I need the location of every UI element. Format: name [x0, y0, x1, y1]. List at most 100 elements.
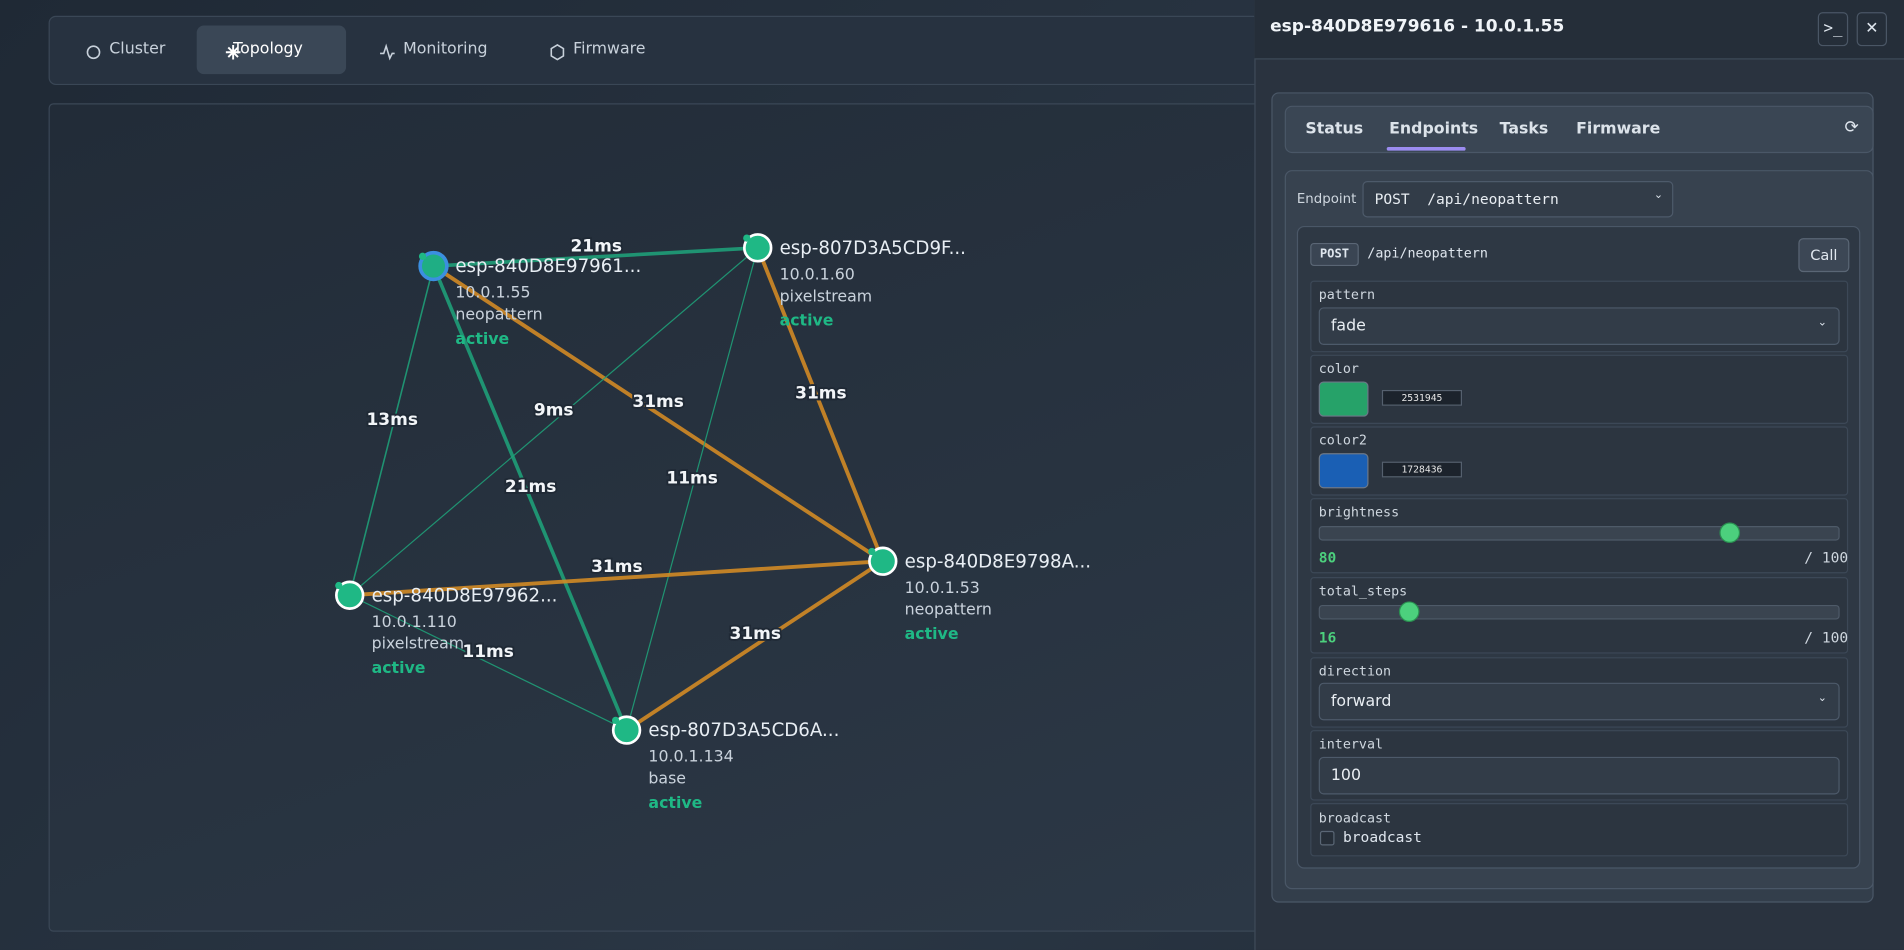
node-status: active — [455, 329, 509, 348]
panel-header — [1254, 0, 1904, 60]
node-indicator — [612, 716, 620, 725]
close-button[interactable]: ✕ — [1856, 12, 1888, 47]
nav-tab[interactable]: Topology — [196, 25, 347, 75]
color-swatch[interactable] — [1318, 453, 1369, 489]
checkbox[interactable] — [1319, 830, 1335, 846]
field-label: broadcast — [1318, 810, 1392, 827]
node-name: esp-840D8E97961... — [455, 256, 641, 277]
node-ip: 10.0.1.110 — [372, 612, 457, 631]
nav-tab[interactable]: Monitoring — [403, 40, 488, 59]
edge-latency: 21ms — [505, 477, 556, 497]
field-label: color2 — [1318, 432, 1367, 449]
endpoint-label: Endpoint — [1296, 190, 1357, 207]
node — [335, 580, 365, 610]
node — [418, 250, 449, 282]
node-ip: 10.0.1.60 — [780, 264, 855, 283]
field-label: interval — [1318, 736, 1384, 752]
method-badge: POST — [1310, 242, 1359, 267]
chevron: ⌄ — [1653, 189, 1664, 202]
text-input[interactable]: 100 — [1318, 756, 1840, 795]
slider-value: 16 — [1318, 629, 1337, 647]
edge — [349, 559, 883, 598]
node — [611, 715, 642, 745]
edge — [433, 245, 758, 268]
field — [1310, 426, 1849, 496]
node-name: esp-840D8E9798A... — [905, 551, 1091, 572]
panel-tab[interactable]: Status — [1305, 120, 1364, 139]
edge — [625, 559, 884, 732]
refresh-button[interactable]: ⟳ — [1844, 117, 1859, 138]
slider-track[interactable] — [1318, 604, 1840, 620]
edge — [755, 247, 885, 562]
endpoint-select[interactable]: POST /api/neopattern — [1362, 181, 1674, 218]
edge — [348, 265, 435, 596]
edge-latency: 9ms — [534, 400, 574, 420]
edge-latency: 31ms — [632, 392, 683, 412]
slider-track[interactable] — [1318, 526, 1840, 541]
slider-value: 80 — [1318, 549, 1337, 567]
node — [868, 546, 898, 576]
node-ip: 10.0.1.55 — [455, 283, 530, 302]
panel-tab[interactable]: Tasks — [1499, 120, 1549, 139]
select-input[interactable]: fade — [1318, 307, 1840, 346]
node-name: esp-840D8E97962... — [372, 585, 558, 606]
node-ip: 10.0.1.53 — [905, 578, 980, 597]
terminal-button[interactable]: >_ — [1817, 12, 1849, 47]
chevron: ⌄ — [1817, 317, 1827, 330]
edge — [625, 247, 759, 731]
color-value[interactable]: 1728436 — [1381, 461, 1463, 478]
node-role: pixelstream — [372, 634, 465, 653]
slider-thumb[interactable] — [1718, 522, 1740, 544]
call-button[interactable]: Call — [1798, 238, 1850, 273]
edge-latency: 11ms — [666, 468, 717, 488]
active-tab-indicator — [1386, 146, 1466, 151]
node-indicator — [418, 252, 427, 260]
topology-canvas — [48, 103, 1276, 932]
field — [1310, 802, 1849, 857]
panel-title: esp-840D8E979616 - 10.0.1.55 — [1270, 17, 1565, 37]
edge — [349, 247, 759, 596]
slider-thumb[interactable] — [1398, 601, 1420, 622]
node-role: neopattern — [905, 600, 992, 619]
node-name: esp-807D3A5CD6A... — [648, 720, 839, 741]
panel-tab[interactable]: Endpoints — [1389, 120, 1479, 139]
nav-tab[interactable]: Firmware — [573, 40, 646, 59]
field-label: brightness — [1318, 504, 1400, 520]
nav-tab[interactable]: Cluster — [109, 40, 166, 59]
checkbox-label[interactable]: broadcast — [1343, 828, 1422, 846]
node-indicator — [335, 581, 343, 590]
edge-latency: 21ms — [570, 236, 621, 256]
node — [743, 233, 773, 263]
slider-max: / 100 — [1804, 629, 1849, 647]
node-role: pixelstream — [780, 286, 873, 305]
node-indicator — [743, 234, 751, 242]
slider-max: / 100 — [1804, 549, 1849, 567]
edge — [431, 265, 629, 731]
field-label: total_steps — [1318, 583, 1408, 599]
node-status: active — [372, 658, 426, 677]
edge — [432, 264, 884, 563]
edge-latency: 31ms — [795, 383, 846, 403]
node-role: neopattern — [455, 304, 542, 323]
node-indicator — [868, 547, 876, 556]
select-input[interactable]: forward — [1318, 682, 1840, 721]
edge-latency: 31ms — [730, 624, 781, 644]
edge-latency: 11ms — [462, 642, 513, 662]
color-swatch[interactable] — [1318, 381, 1369, 417]
edge — [349, 594, 627, 731]
node-status: active — [905, 624, 959, 643]
panel-tab[interactable]: Firmware — [1576, 120, 1661, 139]
node-role: base — [648, 769, 686, 788]
node-status: active — [780, 311, 834, 330]
color-value[interactable]: 2531945 — [1381, 389, 1463, 406]
node-ip: 10.0.1.134 — [648, 747, 733, 766]
node-name: esp-807D3A5CD9F... — [780, 238, 966, 259]
panel-tabs — [1284, 105, 1874, 154]
topology-graph: 21ms 13ms 21ms 31ms 9ms 11ms 31ms 31ms 11ms 31ms e… — [335, 233, 1091, 812]
field — [1310, 354, 1849, 424]
field-label: direction — [1318, 663, 1392, 680]
edge-latency: 13ms — [366, 410, 417, 430]
